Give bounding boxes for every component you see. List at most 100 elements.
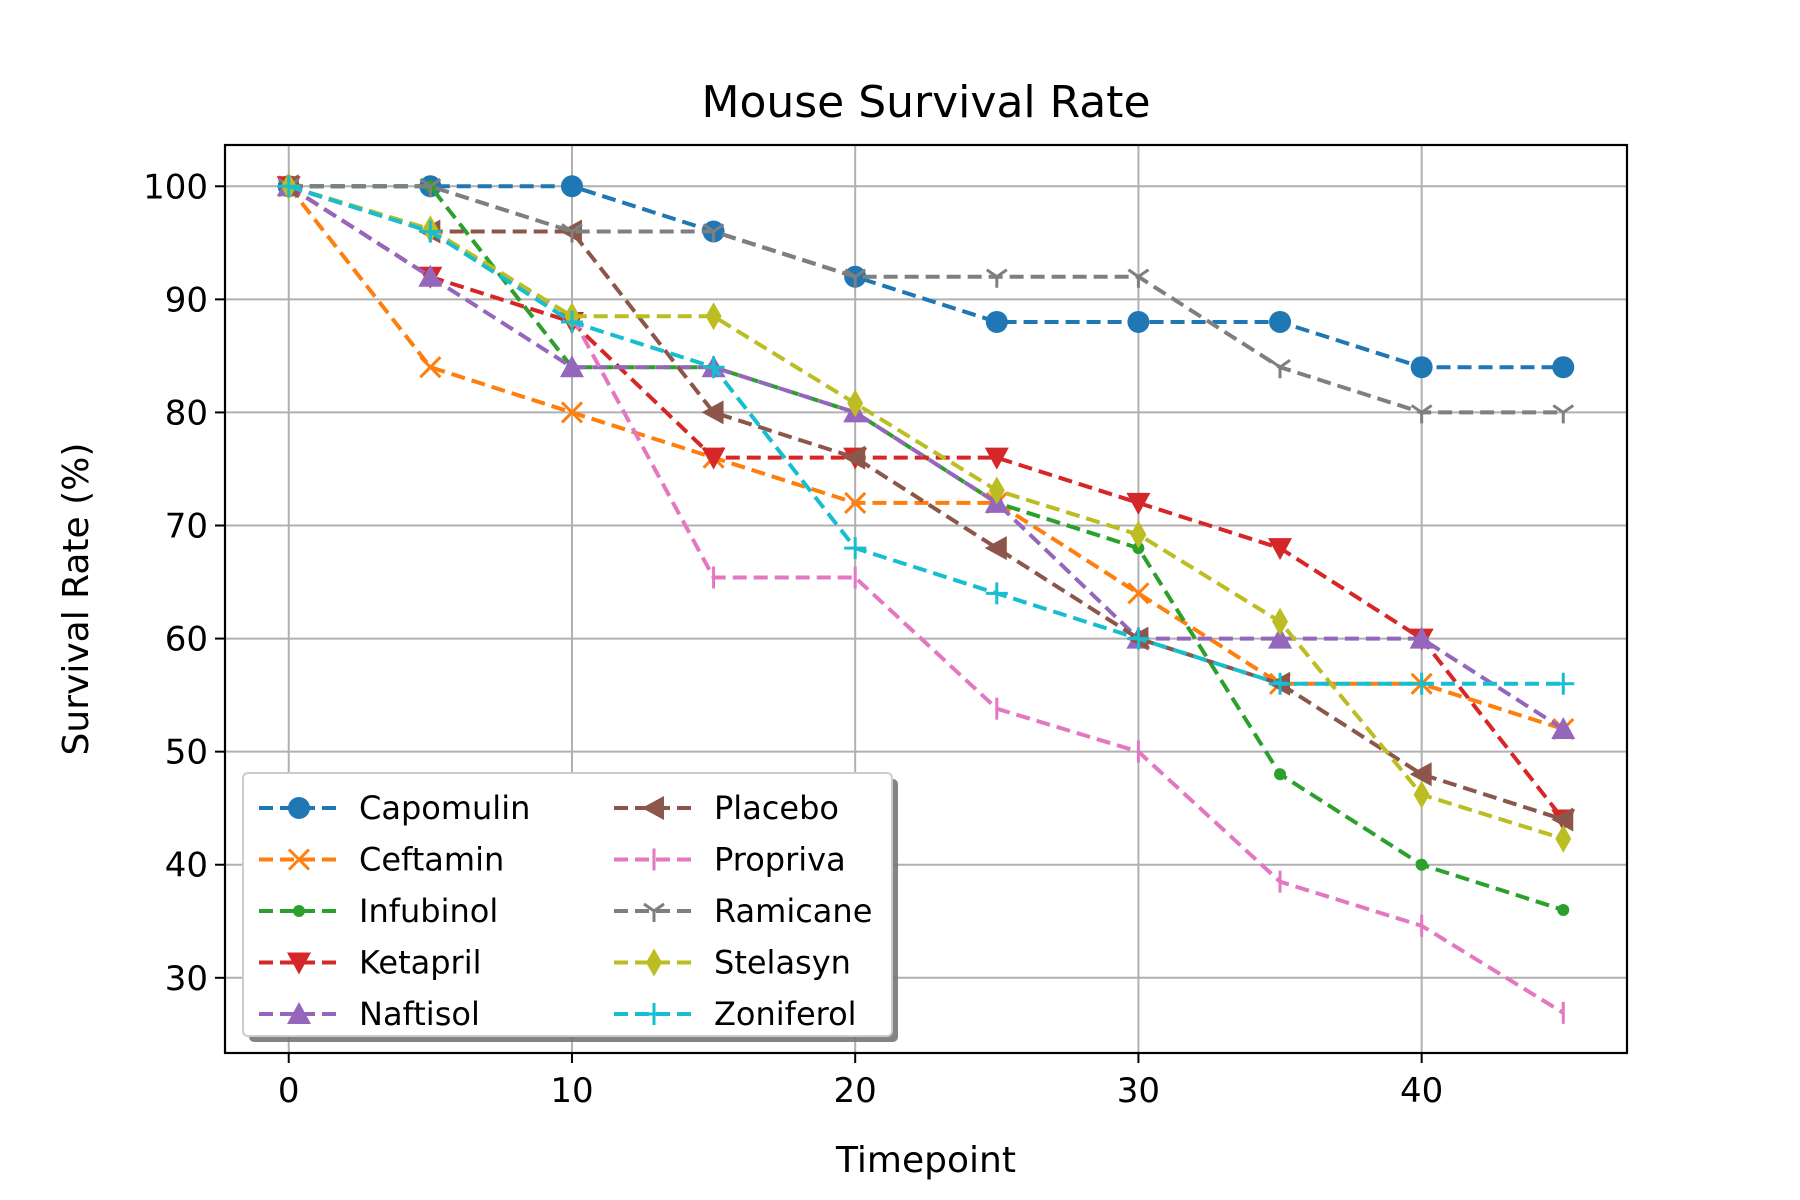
series-zoniferol <box>277 175 1575 695</box>
legend-label: Placebo <box>714 789 839 827</box>
data-point-zoniferol <box>1410 672 1433 695</box>
legend-label: Naftisol <box>359 995 480 1033</box>
data-point-infubinol <box>1557 903 1570 916</box>
legend-marker <box>643 902 665 922</box>
legend-item-ramicane: Ramicane <box>614 892 872 930</box>
data-point-capomulin <box>1552 356 1575 379</box>
data-point-naftisol <box>559 355 584 378</box>
data-point-placebo <box>984 536 1007 561</box>
plot-frame <box>223 143 1629 1055</box>
data-point-ketapril <box>984 447 1009 470</box>
data-point-placebo <box>843 445 866 470</box>
data-point-ramicane <box>1127 268 1150 288</box>
data-point-ketapril <box>1268 538 1293 561</box>
legend-marker <box>646 948 662 977</box>
data-point-placebo <box>701 400 724 425</box>
data-point-stelasyn <box>1272 607 1289 636</box>
legend-label: Zoniferol <box>714 995 857 1033</box>
data-point-ceftamin <box>844 491 867 514</box>
data-point-ketapril <box>701 447 726 470</box>
series-ramicane <box>277 178 1575 424</box>
series-line-zoniferol <box>288 184 1564 686</box>
x-axis-label: Timepoint <box>835 1140 1016 1181</box>
data-point-stelasyn <box>847 389 864 418</box>
data-point-ramicane <box>702 223 725 243</box>
legend-item-placebo: Placebo <box>614 789 839 827</box>
legend-label: Stelasyn <box>714 944 851 982</box>
data-point-capomulin <box>1127 310 1150 333</box>
data-point-ceftamin <box>419 356 442 379</box>
series-line-ceftamin <box>287 185 1564 731</box>
data-point-ramicane <box>1269 358 1291 379</box>
data-point-ramicane <box>1552 404 1575 424</box>
y-tick-label: 60 <box>165 620 208 660</box>
data-point-zoniferol <box>702 356 725 379</box>
axis-ticks: 0 10 20 30 40 30 40 50 60 70 80 90 100 <box>143 167 1443 1111</box>
legend-marker <box>293 905 305 917</box>
data-point-capomulin <box>1410 356 1433 379</box>
data-point-ramicane <box>561 223 583 243</box>
x-tick-label: 0 <box>278 1071 300 1111</box>
x-tick-label: 20 <box>834 1071 877 1111</box>
data-point-capomulin <box>560 175 583 198</box>
data-point-zoniferol <box>277 175 300 198</box>
data-point-ramicane <box>419 178 442 198</box>
data-point-zoniferol <box>419 220 442 243</box>
legend-label: Capomulin <box>359 789 530 827</box>
series-line-placebo <box>288 184 1564 822</box>
legend-marker <box>643 1003 665 1025</box>
data-point-naftisol <box>418 264 443 287</box>
data-point-zoniferol <box>1552 672 1575 695</box>
data-point-capomulin <box>985 310 1008 333</box>
legend-item-stelasyn: Stelasyn <box>614 944 851 982</box>
legend-item-ketapril: Ketapril <box>259 944 481 982</box>
data-point-stelasyn <box>705 302 722 331</box>
data-point-ramicane <box>985 268 1008 288</box>
series-layer <box>276 172 1576 1024</box>
series-line-stelasyn <box>288 184 1564 841</box>
series-line-ramicane <box>288 184 1564 415</box>
legend-item-zoniferol: Zoniferol <box>614 995 857 1033</box>
legend-marker <box>288 797 310 819</box>
legend-box <box>242 772 893 1037</box>
legend-marker <box>287 952 311 975</box>
data-point-infubinol <box>1274 768 1287 781</box>
y-tick-label: 40 <box>165 846 208 886</box>
data-point-naftisol <box>1551 717 1576 740</box>
data-point-naftisol <box>1268 626 1293 649</box>
data-point-stelasyn <box>1413 780 1430 809</box>
legend-label: Infubinol <box>359 892 498 930</box>
y-axis-label: Survival Rate (%) <box>56 443 97 756</box>
legend-marker <box>642 796 664 820</box>
data-point-zoniferol <box>560 310 583 333</box>
legend-item-ceftamin: Ceftamin <box>259 841 504 879</box>
y-tick-label: 90 <box>165 280 208 320</box>
data-point-zoniferol <box>1127 627 1150 650</box>
data-point-naftisol <box>1409 626 1434 649</box>
data-point-infubinol <box>1415 858 1428 871</box>
data-point-placebo <box>1551 807 1574 832</box>
data-point-stelasyn <box>1555 824 1572 853</box>
data-point-capomulin <box>1269 310 1292 333</box>
legend-item-naftisol: Naftisol <box>259 995 480 1033</box>
y-tick-label: 50 <box>165 733 208 773</box>
grid-lines <box>225 145 1627 1053</box>
legend-label: Propriva <box>714 841 846 879</box>
legend: Capomulin Ceftamin Infubinol Ketapril Naftis… <box>242 772 898 1042</box>
legend-marker <box>287 848 311 871</box>
data-point-zoniferol <box>844 537 867 560</box>
series-line-ketapril <box>287 184 1565 821</box>
data-point-ceftamin <box>1127 582 1150 605</box>
data-point-ramicane <box>1410 404 1433 424</box>
series-line-naftisol <box>287 184 1565 731</box>
x-tick-label: 10 <box>550 1071 593 1111</box>
data-point-ketapril <box>1126 492 1151 515</box>
series-line-capomulin <box>288 184 1564 370</box>
legend-item-infubinol: Infubinol <box>259 892 498 930</box>
legend-item-propriva: Propriva <box>614 841 846 879</box>
chart-title: Mouse Survival Rate <box>701 77 1150 128</box>
legend-label: Ceftamin <box>359 841 504 879</box>
data-point-placebo <box>1409 762 1432 787</box>
data-point-zoniferol <box>1269 672 1292 695</box>
